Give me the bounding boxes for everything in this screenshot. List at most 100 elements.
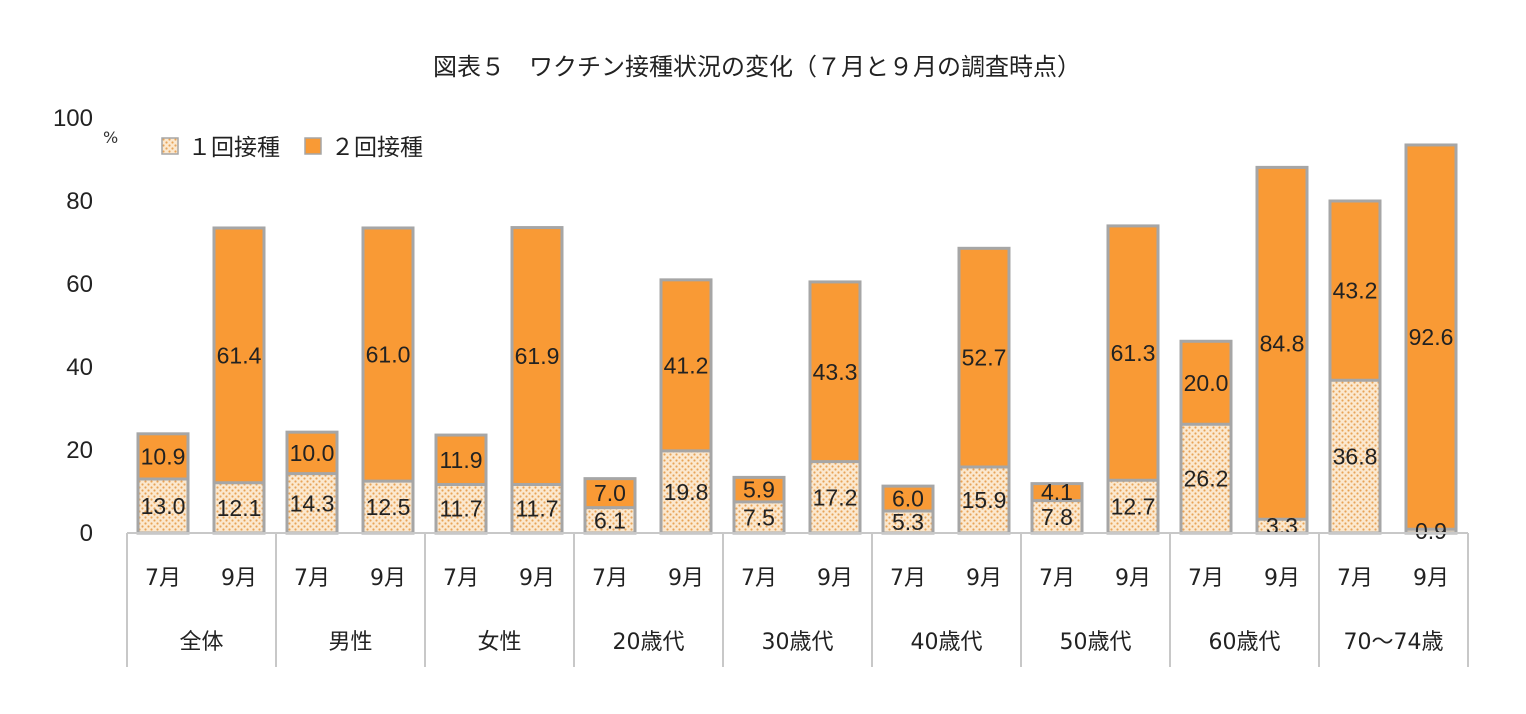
x-month-label: 7月: [1188, 566, 1224, 591]
bar-segment-2: [1330, 201, 1380, 381]
data-label-series-1: 12.5: [366, 494, 411, 520]
data-label-series-2: 52.7: [962, 345, 1007, 371]
legend-swatch: [161, 137, 179, 155]
bar-segment-1: [959, 467, 1009, 533]
data-label-series-2: 7.0: [594, 480, 626, 506]
bar-segment-2: [1108, 225, 1158, 481]
bar-segment-2: [138, 433, 188, 480]
y-tick-label: 0: [80, 520, 93, 547]
bar-segment-2: [1257, 167, 1307, 520]
data-label-series-2: 11.9: [439, 447, 482, 473]
x-group-label: 女性: [477, 630, 521, 655]
y-axis-unit: %: [103, 128, 118, 147]
data-label-series-2: 4.1: [1041, 479, 1073, 505]
bar-segment-2: [512, 227, 562, 485]
data-label-series-1: 15.9: [962, 487, 1007, 513]
x-group-label: 30歳代: [762, 630, 834, 655]
x-group-label: 20歳代: [613, 630, 685, 655]
bar-segment-1: [883, 511, 933, 533]
legend-label: ２回接種: [331, 135, 423, 161]
data-label-series-1: 17.2: [813, 484, 858, 510]
bar-segment-2: [734, 477, 784, 502]
data-label-series-2: 92.6: [1409, 324, 1454, 350]
x-month-label: 7月: [592, 566, 628, 591]
x-month-label: 7月: [741, 566, 777, 591]
bar-segment-1: [1406, 529, 1456, 533]
x-month-label: 9月: [1413, 566, 1449, 591]
x-group-label: 50歳代: [1060, 630, 1132, 655]
x-month-label: 7月: [294, 566, 330, 591]
bar-segment-2: [1406, 144, 1456, 530]
bar-segment-1: [138, 479, 188, 533]
x-month-label: 9月: [1264, 566, 1300, 591]
data-label-series-2: 6.0: [892, 486, 924, 512]
x-month-label: 9月: [370, 566, 406, 591]
bar-segment-2: [1032, 483, 1082, 501]
data-label-series-1: 7.5: [743, 504, 775, 530]
x-month-label: 7月: [1337, 566, 1373, 591]
y-tick-label: 60: [66, 271, 93, 298]
data-label-series-2: 20.0: [1184, 370, 1229, 396]
bars: [136, 143, 1458, 535]
data-label-series-1: 7.8: [1041, 504, 1073, 530]
x-month-label: 7月: [890, 566, 926, 591]
bar-segment-2: [585, 478, 635, 508]
x-group-label: 70～74歳: [1344, 630, 1444, 655]
x-month-label: 7月: [443, 566, 479, 591]
data-label-series-1: 26.2: [1184, 466, 1229, 492]
data-label-series-2: 5.9: [743, 477, 775, 503]
bar-segment-1: [1257, 519, 1307, 533]
bar-segment-2: [810, 281, 860, 462]
y-axis: 0 20 40 60 80 100: [53, 105, 93, 547]
data-label-series-2: 84.8: [1260, 330, 1305, 356]
data-label-series-1: 6.1: [594, 507, 626, 533]
data-label-series-1: 0.9: [1415, 518, 1447, 544]
data-label-series-1: 11.7: [439, 496, 482, 522]
data-label-series-1: 12.1: [217, 495, 262, 521]
bar-segment-1: [436, 484, 486, 533]
legend-label: １回接種: [188, 135, 280, 161]
data-label-series-1: 14.3: [290, 490, 335, 516]
data-label-series-1: 3.3: [1266, 513, 1298, 539]
data-label-series-2: 61.3: [1111, 340, 1156, 366]
bar-segment-1: [512, 484, 562, 533]
x-month-label: 9月: [519, 566, 555, 591]
data-label-series-2: 43.3: [813, 359, 858, 385]
bar-segment-2: [1181, 341, 1231, 425]
y-tick-label: 20: [66, 437, 93, 464]
legend-swatch: [304, 137, 322, 155]
data-label-series-1: 13.0: [141, 493, 186, 519]
bar-segment-1: [1181, 424, 1231, 533]
x-month-label: 9月: [817, 566, 853, 591]
data-labels: 13.0 10.9 12.1 61.4 14.3 10.0 12.5 61.0 11.7 11.9…: [141, 278, 1454, 544]
data-label-series-2: 41.2: [664, 352, 709, 378]
bar-segment-1: [661, 450, 711, 533]
data-label-series-1: 11.7: [515, 496, 558, 522]
data-label-series-1: 19.8: [664, 479, 709, 505]
x-month-label: 7月: [1039, 566, 1075, 591]
x-month-label: 9月: [1115, 566, 1151, 591]
bar-segment-1: [734, 501, 784, 533]
x-group-label: 男性: [328, 630, 372, 655]
bar-segment-2: [883, 486, 933, 512]
y-tick-label: 100: [53, 105, 93, 132]
x-group-label: 全体: [179, 630, 223, 655]
data-label-series-2: 61.0: [366, 342, 411, 368]
x-month-label: 7月: [145, 566, 181, 591]
bar-segment-2: [214, 227, 264, 483]
chart-title: 図表５ ワクチン接種状況の変化（７月と９月の調査時点）: [433, 53, 1081, 81]
y-tick-label: 80: [66, 188, 93, 215]
bar-segment-1: [363, 481, 413, 533]
y-tick-label: 40: [66, 354, 93, 381]
bar-segment-1: [810, 461, 860, 533]
bar-segment-1: [585, 507, 635, 533]
bar-segment-1: [1330, 380, 1380, 533]
bar-segment-1: [1108, 480, 1158, 533]
data-label-series-2: 10.9: [141, 443, 186, 469]
data-label-series-1: 5.3: [892, 509, 924, 535]
data-label-series-2: 43.2: [1333, 278, 1378, 304]
bar-segment-2: [661, 279, 711, 451]
bar-segment-1: [287, 473, 337, 533]
